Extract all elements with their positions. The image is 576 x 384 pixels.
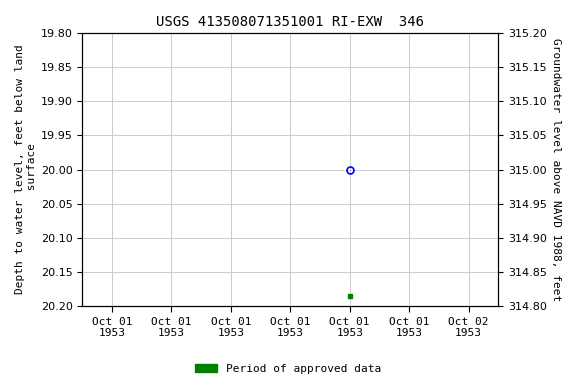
Y-axis label: Depth to water level, feet below land
 surface: Depth to water level, feet below land su… xyxy=(15,45,37,295)
Legend: Period of approved data: Period of approved data xyxy=(191,359,385,379)
Title: USGS 413508071351001 RI-EXW  346: USGS 413508071351001 RI-EXW 346 xyxy=(156,15,425,29)
Y-axis label: Groundwater level above NAVD 1988, feet: Groundwater level above NAVD 1988, feet xyxy=(551,38,561,301)
